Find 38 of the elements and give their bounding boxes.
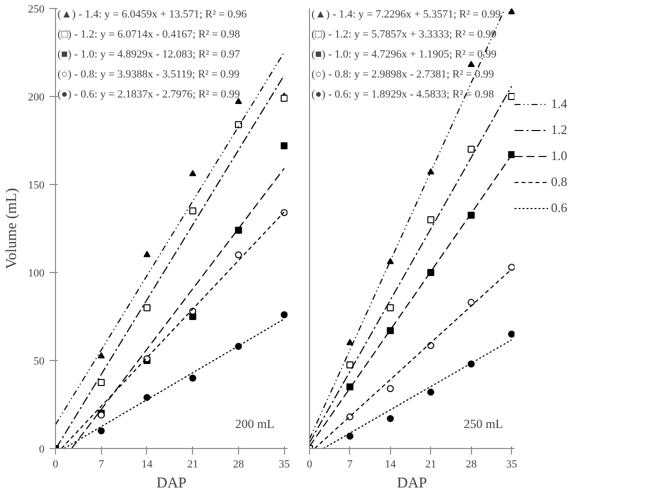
legend-label: 0.6 [551, 200, 568, 216]
x-tick-label: 14 [384, 458, 396, 470]
y-tick-label: 50 [34, 356, 45, 368]
annotation: (○) - 0.8: y = 3.9388x - 3.5119; R² = 0.99 [58, 68, 240, 80]
annotation: (●) - 0.6: y = 1.8929x - 4.5833; R² = 0.98 [312, 88, 494, 100]
annotation: (○) - 0.8: y = 2.9898x - 2.7381; R² = 0.99 [312, 68, 494, 80]
legend-label: 1.0 [551, 148, 568, 164]
y-tick-label: 100 [28, 268, 45, 280]
legend-label: 0.8 [551, 174, 568, 190]
x-tick-label: 21 [425, 458, 436, 470]
y-tick-label: 200 [28, 92, 45, 104]
x-tick-label: 35 [278, 458, 290, 470]
annotation: (□) - 1.2: y = 5.7857x + 3.3333; R² = 0.99 [312, 28, 497, 40]
y-tick-label: 150 [28, 180, 45, 192]
y-tick-label: 250 [28, 4, 45, 16]
x-tick-label: 21 [187, 458, 198, 470]
y-axis-title: Volume (mL) [4, 188, 20, 269]
x-tick-label: 7 [347, 458, 354, 470]
annotation: (▲) - 1.4: y = 6.0459x + 13.571; R² = 0.96 [58, 8, 248, 20]
annotation: (■) - 1.0: y = 4.8929x - 12.083; R² = 0.97 [58, 48, 240, 60]
y-tick-label: 0 [39, 444, 45, 456]
annotation: (▲) - 1.4: y = 7.2296x + 5.3571; R² = 0.99 [312, 8, 502, 20]
annotation: (■) - 1.0: y = 4.7296x + 1.1905; R² = 0.99 [312, 48, 497, 60]
legend-label: 1.2 [551, 122, 568, 138]
x-axis-title: DAP [156, 476, 187, 492]
x-tick-label: 35 [506, 458, 518, 470]
x-tick-label: 14 [141, 458, 153, 470]
x-tick-label: 0 [52, 458, 59, 470]
x-tick-label: 0 [306, 458, 313, 470]
x-tick-label: 7 [98, 458, 104, 470]
annotation: (□) - 1.2: y = 6.0714x - 0.4167; R² = 0.98 [58, 28, 240, 40]
x-tick-label: 28 [232, 458, 244, 470]
x-axis-title: DAP [396, 476, 428, 492]
x-tick-label: 28 [466, 458, 478, 470]
legend-label: 1.4 [551, 96, 568, 112]
annotation: 200 mL [235, 416, 274, 431]
annotation: (●) - 0.6: y = 2.1837x - 2.7976; R² = 0.99 [58, 88, 240, 100]
annotation: 250 mL [464, 416, 503, 431]
